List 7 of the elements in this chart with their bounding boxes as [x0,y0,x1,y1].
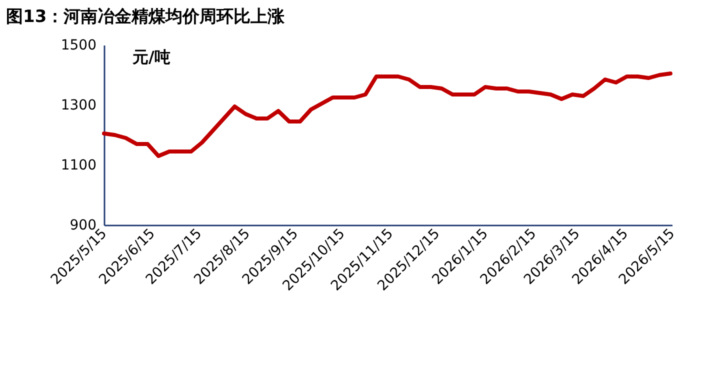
y-tick-label: 1300 [60,98,96,114]
y-axis-title: 元/吨 [132,48,170,66]
chart-title: 图13：河南冶金精煤均价周环比上涨 [6,7,286,27]
y-tick-label: 1100 [60,158,96,174]
y-tick-label: 1500 [60,38,96,54]
line-series [102,72,672,158]
y-tick-label: 900 [70,218,96,234]
